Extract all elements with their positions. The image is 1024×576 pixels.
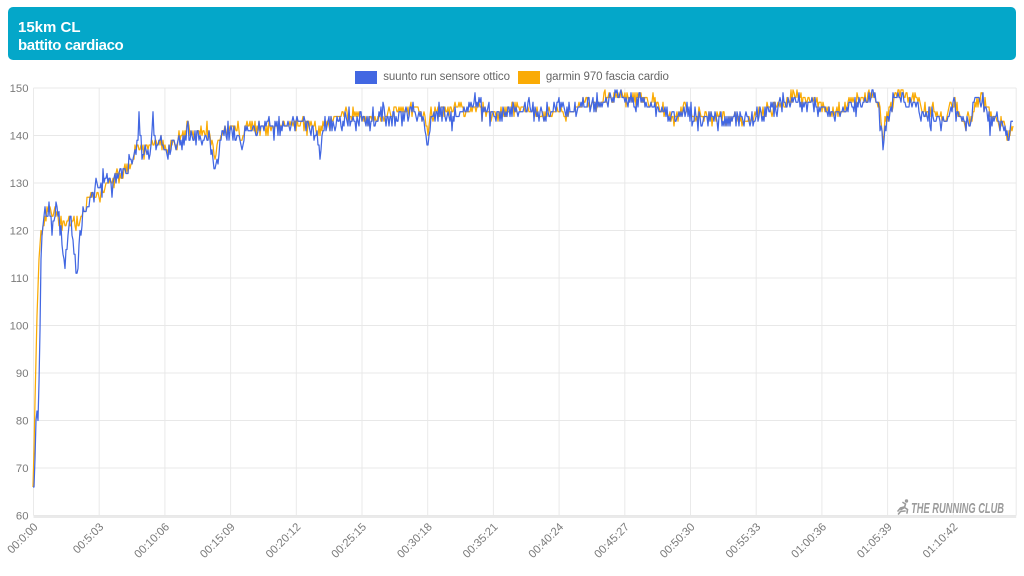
svg-text:00:20:12: 00:20:12 xyxy=(264,521,304,561)
svg-text:00:30:18: 00:30:18 xyxy=(395,521,435,561)
svg-text:90: 90 xyxy=(16,368,29,380)
svg-text:110: 110 xyxy=(10,273,28,285)
svg-text:00:45:27: 00:45:27 xyxy=(592,521,632,561)
svg-text:130: 130 xyxy=(10,178,29,190)
svg-text:00:55:33: 00:55:33 xyxy=(724,521,764,561)
svg-text:60: 60 xyxy=(16,511,29,523)
svg-text:80: 80 xyxy=(16,416,29,428)
svg-text:01:05:39: 01:05:39 xyxy=(855,521,895,561)
svg-text:00:25:15: 00:25:15 xyxy=(330,521,370,561)
svg-text:70: 70 xyxy=(16,463,29,475)
svg-text:00:35:21: 00:35:21 xyxy=(461,521,501,561)
svg-text:00:40:24: 00:40:24 xyxy=(527,521,567,561)
svg-text:00:10:06: 00:10:06 xyxy=(132,521,172,561)
svg-text:00:15:09: 00:15:09 xyxy=(198,521,238,561)
svg-text:140: 140 xyxy=(10,131,29,143)
svg-text:00:0:00: 00:0:00 xyxy=(5,521,40,556)
svg-text:100: 100 xyxy=(10,321,29,333)
svg-text:THE RUNNING CLUB: THE RUNNING CLUB xyxy=(911,500,1004,517)
svg-text:01:00:36: 01:00:36 xyxy=(789,521,829,561)
svg-text:150: 150 xyxy=(10,83,29,95)
svg-text:01:10:42: 01:10:42 xyxy=(921,521,961,561)
svg-text:00:5:03: 00:5:03 xyxy=(71,521,106,556)
svg-text:00:50:30: 00:50:30 xyxy=(658,521,698,561)
svg-text:120: 120 xyxy=(10,226,29,238)
